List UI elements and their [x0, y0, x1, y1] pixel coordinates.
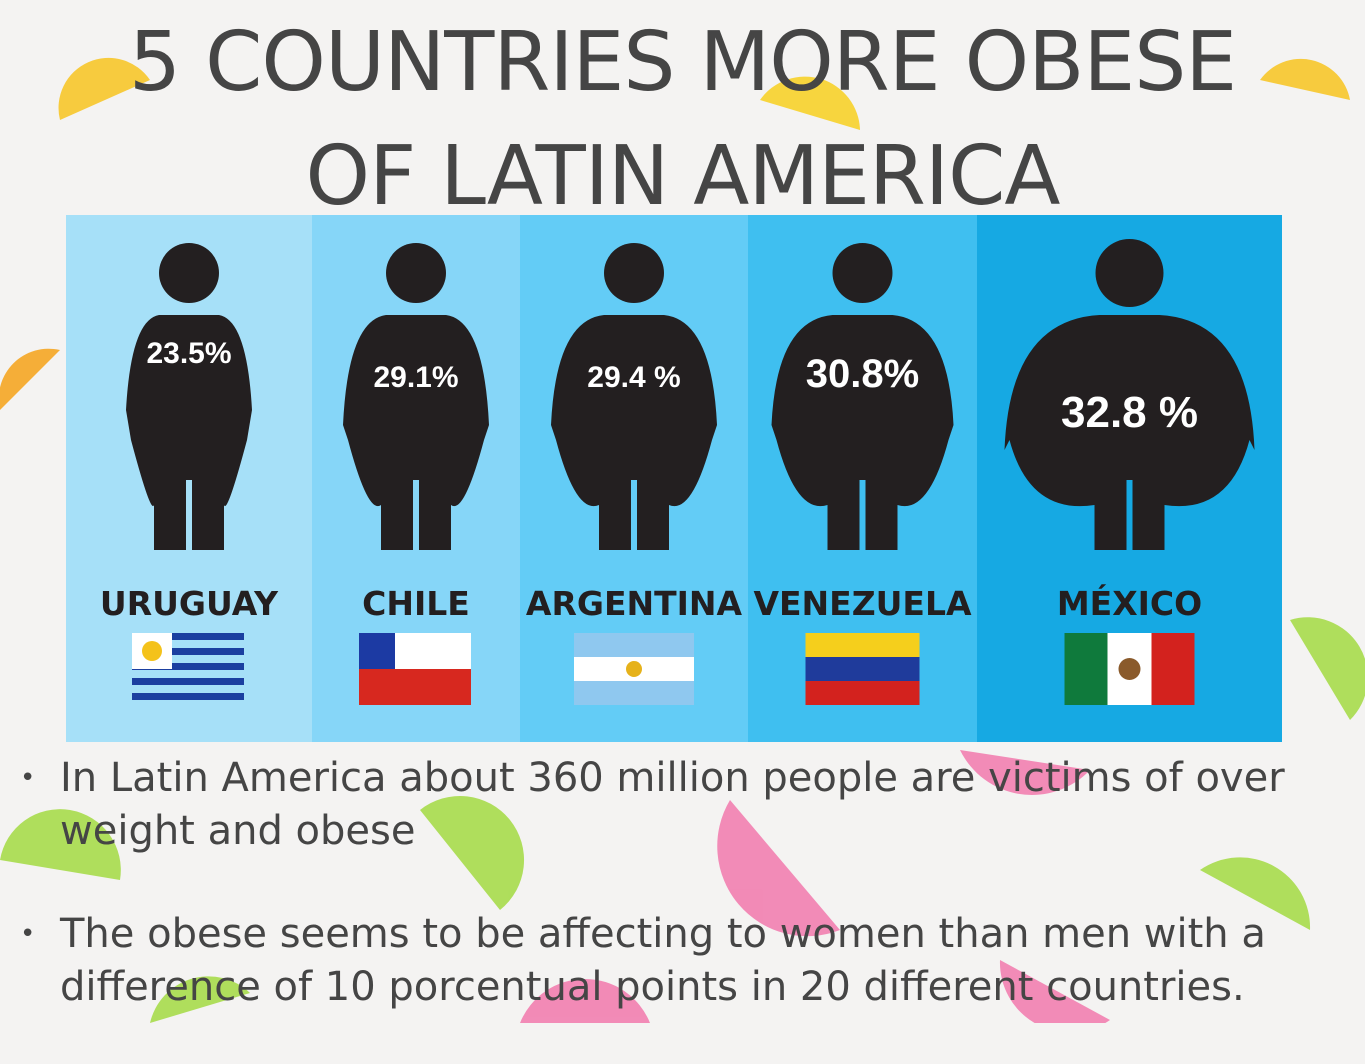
figure-leg-gap [1126, 480, 1133, 552]
percent-label: 30.8% [806, 352, 919, 396]
figure-head [832, 243, 893, 303]
flag-stripe [132, 648, 244, 655]
figure-head [1095, 239, 1164, 307]
flag-emblem [1118, 658, 1141, 680]
country-name: CHILE [362, 584, 470, 623]
country-name: MÉXICO [1057, 583, 1202, 623]
panel: 29.1% CHILE [312, 215, 520, 742]
figure-leg-gap [186, 480, 192, 552]
figure-body [1004, 315, 1255, 550]
figure-leg-gap [859, 480, 866, 552]
bullet-list: In Latin America about 360 million peopl… [0, 752, 1350, 1064]
flag-stripe [132, 678, 244, 685]
figure-body [343, 315, 489, 550]
percent-label: 29.4 % [587, 361, 680, 394]
flag-part [805, 681, 920, 705]
flag-part [805, 633, 920, 657]
country-name: VENEZUELA [753, 584, 972, 623]
figure-leg-gap [631, 480, 637, 552]
slide: {"header": {"title_lines": ["5 COUNTRIES… [0, 0, 1365, 1023]
bullet: The obese seems to be affecting to women… [0, 908, 1350, 1014]
percent-label: 32.8 % [1061, 388, 1198, 437]
flag-sun [626, 661, 642, 677]
figure-body [126, 315, 252, 550]
figure-body [771, 315, 954, 550]
title-line: 5 COUNTRIES MORE OBESE [128, 15, 1237, 110]
percent-label: 23.5% [146, 337, 231, 370]
country-name: URUGUAY [100, 584, 279, 623]
percent-label: 29.1% [373, 361, 458, 394]
figure-body [551, 315, 717, 550]
flag-part [359, 633, 395, 669]
flag-part [1151, 633, 1195, 705]
figure-leg-gap [413, 480, 419, 552]
flag-part [805, 657, 920, 681]
figure-head [159, 243, 219, 303]
flag-part [1064, 633, 1108, 705]
panel: 30.8% VENEZUELA [748, 215, 977, 742]
country-name: ARGENTINA [526, 584, 743, 623]
flag-part [359, 669, 471, 705]
panel: 29.4 % ARGENTINA [520, 215, 748, 742]
panel: 23.5% URUGUAY [66, 215, 312, 742]
flag-stripe [132, 633, 244, 640]
flag-sun [142, 641, 162, 661]
bullet: In Latin America about 360 million peopl… [0, 752, 1350, 858]
flag-stripe [132, 693, 244, 700]
flag-stripe [132, 663, 244, 670]
panel: 32.8 % MÉXICO [977, 215, 1282, 742]
title-line: OF LATIN AMERICA [305, 129, 1061, 224]
figure-head [604, 243, 664, 303]
figure-head [386, 243, 446, 303]
